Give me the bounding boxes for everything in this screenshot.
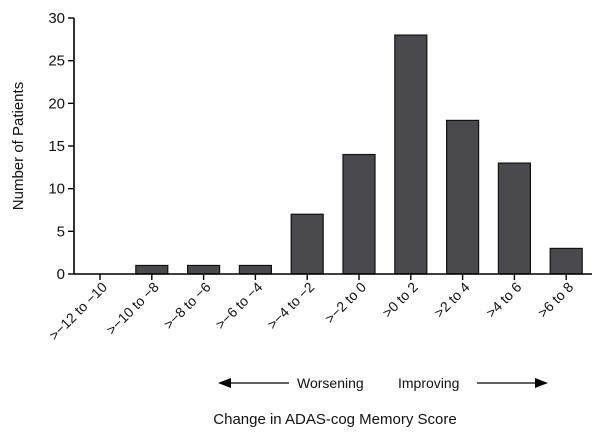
x-axis-ticks: >−12 to −10>−10 to −8>−8 to −6>−6 to −4>… [46,274,576,344]
y-tick-label: 20 [48,95,65,112]
x-tick-label: >0 to 2 [379,279,421,321]
improving-label: Improving [398,375,459,391]
bar [497,162,531,275]
x-tick-label: >−6 to −4 [212,279,266,333]
improving-arrow-head [535,378,548,388]
bar [290,213,324,275]
y-axis-ticks: 0 5 10 15 20 25 30 [48,10,74,283]
y-tick-label: 15 [48,138,65,155]
bar [238,264,272,275]
x-tick-label: >2 to 4 [431,279,473,321]
y-tick-label: 5 [57,223,65,240]
x-tick-label: >−2 to 0 [321,279,369,327]
y-tick-label: 25 [48,53,65,70]
bar [446,119,480,275]
x-axis-title: Change in ADAS-cog Memory Score [213,411,456,428]
worsening-label: Worsening [297,375,364,391]
worsening-arrow-head [218,378,231,388]
x-tick-label: >6 to 8 [534,279,576,321]
y-axis-title: Number of Patients [10,82,27,210]
x-tick-label: >−8 to −6 [160,279,214,333]
y-tick-label: 0 [57,266,65,283]
bar [187,264,221,275]
x-tick-label: >4 to 6 [483,279,525,321]
y-tick-label: 10 [48,181,65,198]
bar [135,264,169,275]
bar [549,247,583,275]
x-tick-label: >−10 to −8 [103,279,162,338]
x-tick-label: >−4 to −2 [264,279,318,333]
bar [342,153,376,275]
bars-group [135,34,583,275]
bar [394,34,428,275]
x-tick-label: >−12 to −10 [46,279,111,344]
y-tick-label: 30 [48,10,65,27]
